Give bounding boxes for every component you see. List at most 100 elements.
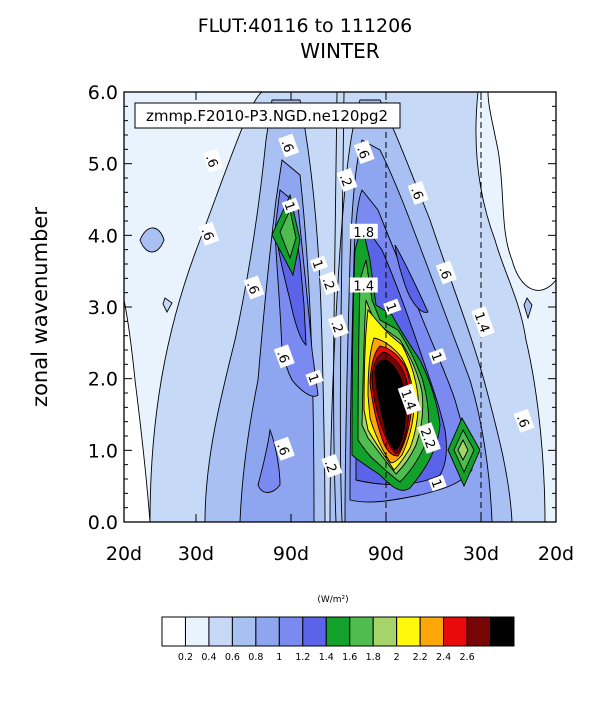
contour-label: 1.4 (349, 277, 378, 295)
contour-label-bg (383, 298, 402, 316)
y-tick-label: 5.0 (88, 154, 118, 176)
x-tick-label: 30d (463, 543, 499, 565)
contour-label: 1 (427, 348, 447, 365)
x-tick-label: 30d (178, 543, 214, 565)
colorbar-label: 0.2 (178, 652, 193, 663)
contour-band-max (374, 359, 406, 451)
contour-label: .2 (327, 314, 349, 339)
annotation-text: zmmp.F2010-P3.NGD.ne120pg2 (146, 107, 388, 125)
contour-label-text: .6 (273, 441, 291, 458)
colorbar-swatch (231, 616, 257, 647)
colorbar-swatch (419, 616, 445, 647)
contour-band-1.2-ne (394, 244, 429, 313)
colorbar-swatch (443, 616, 468, 647)
contour-label-text: .2 (327, 318, 345, 335)
colorbar-swatch (372, 616, 398, 647)
contour-label-bg (281, 197, 300, 214)
contour-label: .6 (513, 408, 535, 433)
x-tick-label: 20d (538, 543, 574, 565)
contour-label: .6 (273, 436, 295, 461)
contour-band-0.6-isle (139, 227, 165, 253)
contour-label-bg (273, 344, 295, 369)
x-axis: 20d 30d 90d 90d 30d 20d (106, 92, 574, 565)
contour-label: .6 (353, 140, 375, 164)
colorbar-label: 2.4 (436, 652, 451, 663)
colorbar-units: (W/m²) (317, 595, 348, 605)
x-tick-label: 90d (368, 543, 404, 565)
x-tick-label: 90d (273, 543, 309, 565)
contour-label: 2.2 (417, 422, 441, 454)
contour-labels: .6 .6 .6 .6 .6 .6 .6 .6 .6 .6 1 1 1 1 1 1 .2 .2 .2 .2 1.4 1.8… (198, 133, 535, 492)
contour-label: .6 (202, 148, 224, 173)
colorbar-swatch (349, 616, 374, 647)
colorbar-label: 1.6 (342, 652, 357, 663)
colorbar-label: 2.2 (413, 652, 428, 663)
contour-label-text: .6 (278, 138, 296, 155)
contour-hole-east (487, 92, 556, 291)
contour-label-bg (198, 221, 220, 246)
contour-label-text: .6 (243, 280, 261, 297)
colorbar-label: 2 (394, 652, 400, 663)
contour-label: .6 (407, 180, 429, 205)
contour-label-bg (353, 140, 375, 164)
contour-label: .2 (319, 271, 341, 296)
contour-label-bg (428, 474, 447, 492)
contour-label-bg (407, 180, 429, 205)
contour-label: .6 (273, 344, 295, 369)
contour-band-1.8-se (457, 438, 469, 462)
contour-label-bg (513, 408, 535, 433)
contour-label-text: .6 (198, 226, 216, 243)
contour-label: .6 (198, 221, 220, 246)
colorbar: 0.2 0.4 0.6 0.8 1 1.2 1.4 1.6 1.8 2 2.2 2.4 2.6 (161, 616, 515, 663)
y-tick-label: 1.0 (88, 440, 118, 462)
contour-label-bg (417, 422, 441, 454)
y-axis-label: zonal wavenumber (28, 207, 52, 407)
contour-label: .2 (321, 453, 343, 478)
contour-label: 1 (427, 474, 447, 492)
contour-label: .2 (336, 168, 358, 192)
contour-label: 1 (382, 298, 402, 316)
contour-label-bg (273, 436, 295, 461)
contour-field (124, 92, 556, 522)
contour-label-text: .2 (321, 458, 339, 475)
contour-label-bg (243, 275, 265, 300)
colorbar-swatch (490, 616, 515, 647)
colorbar-swatch (184, 616, 210, 647)
contour-label-bg (349, 277, 378, 293)
colorbar-label: 0.4 (201, 652, 216, 663)
colorbar-swatch (302, 616, 327, 647)
colorbar-label: 2.6 (460, 652, 475, 663)
x-tick-label: 20d (106, 543, 142, 565)
contour-label: .6 (435, 260, 457, 285)
contour-label-bg (327, 314, 349, 339)
contour-label: .6 (278, 133, 300, 158)
contour-label: 1.8 (349, 223, 378, 241)
contour-label-text: .6 (353, 144, 371, 161)
chart-subtitle: WINTER (300, 39, 379, 63)
contour-label-bg (349, 223, 378, 239)
colorbar-swatch (208, 616, 233, 647)
contour-label-text: .6 (407, 185, 425, 202)
contour-label-bg (202, 148, 224, 173)
colorbar-swatch (255, 616, 280, 647)
contour-label-text: .6 (513, 413, 531, 430)
contour-isle-east (523, 297, 533, 320)
contour-label-bg (435, 260, 457, 285)
colorbar-label: 1.4 (319, 652, 334, 663)
contour-label: 1 (309, 255, 328, 273)
contour-label-bg (319, 271, 341, 296)
contour-isle-west (162, 297, 173, 313)
contour-label-bg (278, 133, 300, 158)
contour-label-text: .2 (319, 275, 337, 292)
contour-label-bg (305, 369, 324, 386)
y-tick-label: 6.0 (88, 82, 118, 104)
contour-label-bg (309, 255, 328, 273)
contour-band-1.6-west (279, 208, 297, 260)
contour-label: 1.4 (397, 383, 422, 415)
y-tick-label: 0.0 (88, 512, 118, 534)
y-tick-label: 4.0 (88, 225, 118, 247)
contour-label-text: .2 (336, 172, 354, 189)
y-tick-label: 2.0 (88, 369, 118, 391)
colorbar-swatch (396, 616, 421, 647)
